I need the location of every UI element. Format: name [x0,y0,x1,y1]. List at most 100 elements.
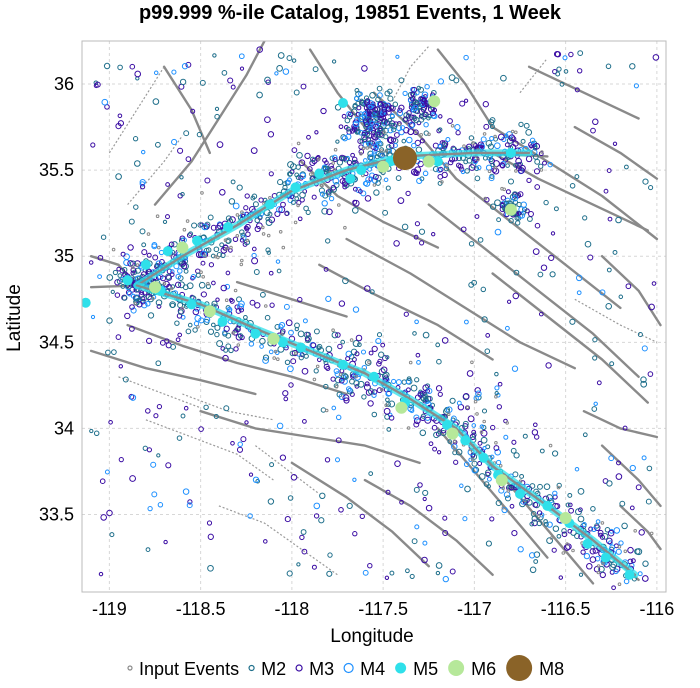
background-event-marker [179,78,187,86]
event-marker [425,383,431,389]
event-marker [346,159,353,166]
fault-block [145,419,274,481]
background-event-marker [413,116,420,124]
y-tick-label: 36 [54,74,74,94]
cluster-event-marker [414,99,420,105]
fault-block [519,57,548,94]
legend-label: M8 [539,659,564,679]
background-event-marker [422,489,429,496]
background-event-marker [556,66,562,72]
input-event-marker [273,349,278,354]
event-marker [385,397,390,403]
background-event-marker [361,65,368,72]
event-marker [481,408,488,414]
input-event-marker [261,225,265,230]
background-event-marker [609,361,615,367]
event-marker [236,184,243,191]
background-event-marker [133,204,139,210]
background-event-marker [481,316,488,323]
event-marker [641,575,649,582]
event-marker [487,143,494,150]
background-event-marker [615,473,623,480]
input-event-marker [361,146,366,150]
event-marker [533,168,541,175]
event-marker [319,191,326,197]
background-event-marker [269,462,275,468]
event-marker [334,376,342,384]
background-event-marker [372,173,379,180]
event-marker [438,166,444,173]
event-marker [228,347,234,354]
background-event-marker [251,193,258,200]
background-event-marker [426,115,431,121]
event-marker [166,268,173,275]
event-marker [169,269,175,274]
event-marker [411,142,417,149]
background-event-marker [462,516,468,522]
event-marker [471,429,477,435]
background-event-marker [494,371,499,377]
event-marker [298,355,304,361]
background-event-marker [556,533,562,539]
background-event-marker [484,348,491,355]
cluster-event-marker [347,111,354,118]
background-event-marker [335,332,341,338]
event-marker [244,223,251,230]
event-marker [232,236,239,243]
event-marker [503,434,509,440]
event-marker [551,450,559,457]
background-event-marker [378,115,384,122]
cluster-event-marker [528,211,534,217]
cluster-event-marker [383,134,389,140]
background-event-marker [180,191,185,197]
event-marker [575,508,582,516]
background-event-marker [117,113,123,119]
background-event-marker [122,376,129,383]
background-event-marker [509,503,515,509]
input-event-marker [201,275,205,279]
background-event-marker [99,478,106,485]
event-marker [511,439,517,445]
event-marker [456,162,462,168]
event-marker [471,423,477,428]
background-event-marker [263,539,268,544]
cluster-event-marker [363,105,369,111]
background-event-marker [346,502,353,510]
x-tick-label: -118 [275,599,310,619]
event-marker [510,447,517,454]
event-marker [265,216,271,222]
input-event-marker [539,168,544,172]
background-event-marker [364,285,371,292]
event-marker [288,329,294,336]
background-event-marker [543,199,549,206]
event-marker [191,222,198,229]
legend-marker [127,665,133,671]
input-event-marker [549,536,554,540]
event-marker [302,318,308,324]
background-event-marker [323,266,329,272]
cluster-event-marker [382,103,389,109]
background-event-marker [405,568,410,574]
cluster-event-marker [508,218,514,224]
event-marker [478,473,486,480]
event-marker [608,540,613,546]
background-event-marker [153,70,159,76]
background-event-marker [253,269,260,275]
event-marker [303,331,310,338]
background-event-marker [463,98,469,103]
event-marker [127,244,134,251]
m6-event-marker [203,305,216,318]
event-marker [476,165,482,171]
event-marker [328,195,335,202]
background-event-marker [156,453,161,458]
event-marker [349,378,355,385]
background-event-marker [590,127,596,134]
background-event-marker [641,455,647,461]
m5-event-marker [345,173,356,184]
event-marker [373,189,380,196]
event-marker [267,211,273,217]
background-event-marker [522,433,528,439]
background-event-marker [559,81,565,87]
event-marker [547,161,553,168]
background-event-marker [414,319,419,325]
